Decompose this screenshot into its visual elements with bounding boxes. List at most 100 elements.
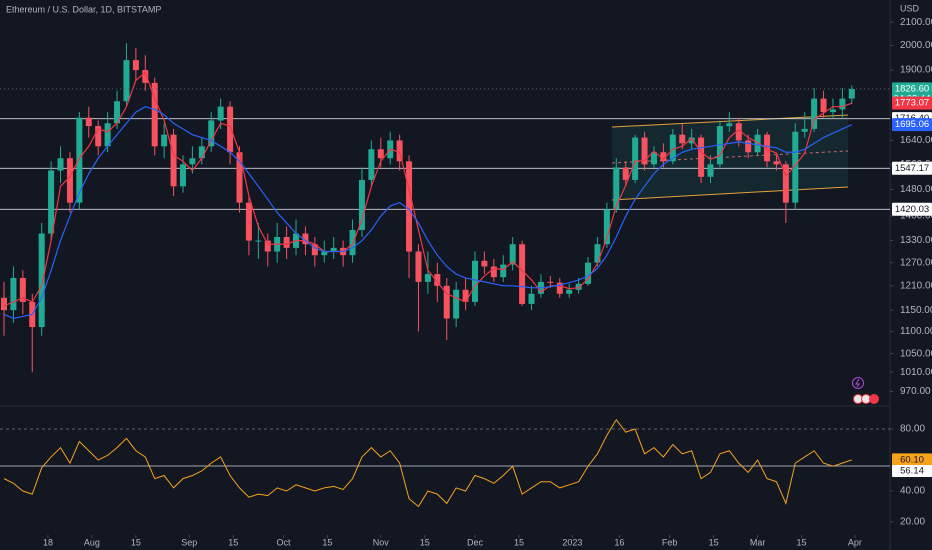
candle-body — [151, 82, 158, 147]
x-tick-label: Sep — [181, 537, 197, 547]
y-tick-label: 1480.00 — [900, 184, 932, 195]
level-tag-label: 1547.17 — [895, 163, 929, 174]
candle-body — [377, 149, 384, 159]
y-tick-label: 1900.00 — [900, 65, 932, 76]
rsi-level-tag-label: 56.14 — [900, 466, 924, 477]
rsi-line — [3, 418, 852, 508]
x-tick-label: 15 — [797, 537, 807, 547]
candle-body — [585, 262, 592, 284]
candle-body — [396, 140, 403, 162]
y-tick-label: 1150.00 — [900, 305, 932, 316]
candle-body — [198, 146, 205, 159]
y-tick-label: 1640.00 — [900, 135, 932, 146]
candle-body — [669, 134, 676, 162]
x-tick-label: 15 — [228, 537, 238, 547]
candle-body — [179, 164, 186, 187]
candle-body — [1, 297, 7, 311]
y-tick-label: 1330.00 — [900, 235, 932, 246]
candle-body — [66, 158, 73, 203]
candle-body — [462, 289, 469, 302]
x-tick-label: Dec — [467, 537, 484, 547]
candle-body — [735, 123, 742, 141]
level-tag — [892, 161, 932, 175]
candle-body — [302, 233, 309, 245]
level-tag — [892, 202, 932, 216]
candle-body — [283, 237, 290, 248]
x-tick-label: 15 — [420, 537, 430, 547]
x-tick-label: 15 — [514, 537, 524, 547]
candle-body — [10, 277, 17, 311]
candle-body — [321, 251, 328, 256]
candle-body — [792, 131, 799, 203]
y-tick-label: 2100.00 — [900, 17, 932, 28]
candle-body — [745, 140, 752, 153]
candle-body — [679, 134, 686, 144]
candle-body — [48, 170, 55, 234]
candle-body — [358, 179, 365, 230]
candle-body — [245, 202, 252, 241]
y-tick-label: 1400.00 — [900, 211, 932, 222]
candle-body — [556, 282, 563, 294]
candle-body — [481, 260, 488, 267]
price-tag-label: 1773.07 — [895, 98, 929, 109]
candle-body — [782, 164, 789, 203]
candle-body — [754, 134, 761, 153]
y-tick-label: 1010.00 — [900, 367, 932, 378]
candle-body — [217, 106, 224, 121]
candle-body — [613, 167, 620, 210]
candle-body — [472, 260, 478, 302]
candle-body — [726, 123, 733, 127]
y-tick-label: 20.00 — [900, 517, 925, 528]
candle-body — [114, 101, 121, 124]
x-tick-label: 18 — [43, 537, 53, 547]
candle-body — [660, 152, 667, 162]
candle-body — [641, 137, 648, 165]
candle-body — [76, 117, 83, 203]
candle-body — [189, 158, 196, 165]
candle-body — [453, 289, 460, 319]
candle-body — [161, 134, 168, 147]
price-tag-label: 1826.60 — [895, 83, 929, 94]
y-tick-label: 1100.00 — [900, 326, 932, 337]
candle-body — [236, 152, 243, 203]
x-tick-label: 15 — [322, 537, 332, 547]
candle-body — [547, 281, 554, 283]
candle-body — [255, 240, 262, 242]
candle-body — [85, 117, 92, 127]
candle-body — [208, 120, 215, 147]
y-tick-label: 970.00 — [900, 386, 931, 397]
moving-average — [3, 71, 853, 307]
x-tick-label: 2023 — [562, 537, 582, 547]
candle-body — [575, 283, 582, 290]
candle-body — [330, 247, 337, 252]
candle-body — [519, 244, 526, 304]
level-tag-label: 1420.03 — [895, 204, 929, 215]
candle-body — [264, 240, 271, 252]
candle-body — [811, 98, 818, 129]
candle-body — [801, 128, 808, 132]
candle-body — [38, 233, 45, 328]
candle-body — [57, 158, 64, 171]
candle-body — [773, 161, 780, 165]
x-tick-label: 15 — [709, 537, 719, 547]
candle-body — [688, 137, 695, 144]
x-tick-label: Feb — [662, 537, 678, 547]
candle-body — [764, 134, 771, 162]
candle-body — [490, 266, 497, 278]
candle-body — [142, 70, 149, 83]
candle-body — [500, 264, 507, 278]
candle-body — [820, 98, 827, 113]
y-tick-label: 1210.00 — [900, 280, 932, 291]
candle-body — [311, 244, 318, 256]
price-tag — [892, 96, 932, 110]
candle-body — [566, 289, 573, 294]
rsi-level-tag — [892, 465, 932, 478]
candle-body — [707, 164, 714, 177]
candle-body — [227, 106, 234, 153]
y-tick-label: 1270.00 — [900, 257, 932, 268]
candle-body — [132, 60, 139, 71]
chart-title: Ethereum / U.S. Dollar, 1D, BITSTAMP — [6, 4, 161, 14]
candle-body — [406, 161, 413, 252]
candle-body — [839, 98, 846, 110]
